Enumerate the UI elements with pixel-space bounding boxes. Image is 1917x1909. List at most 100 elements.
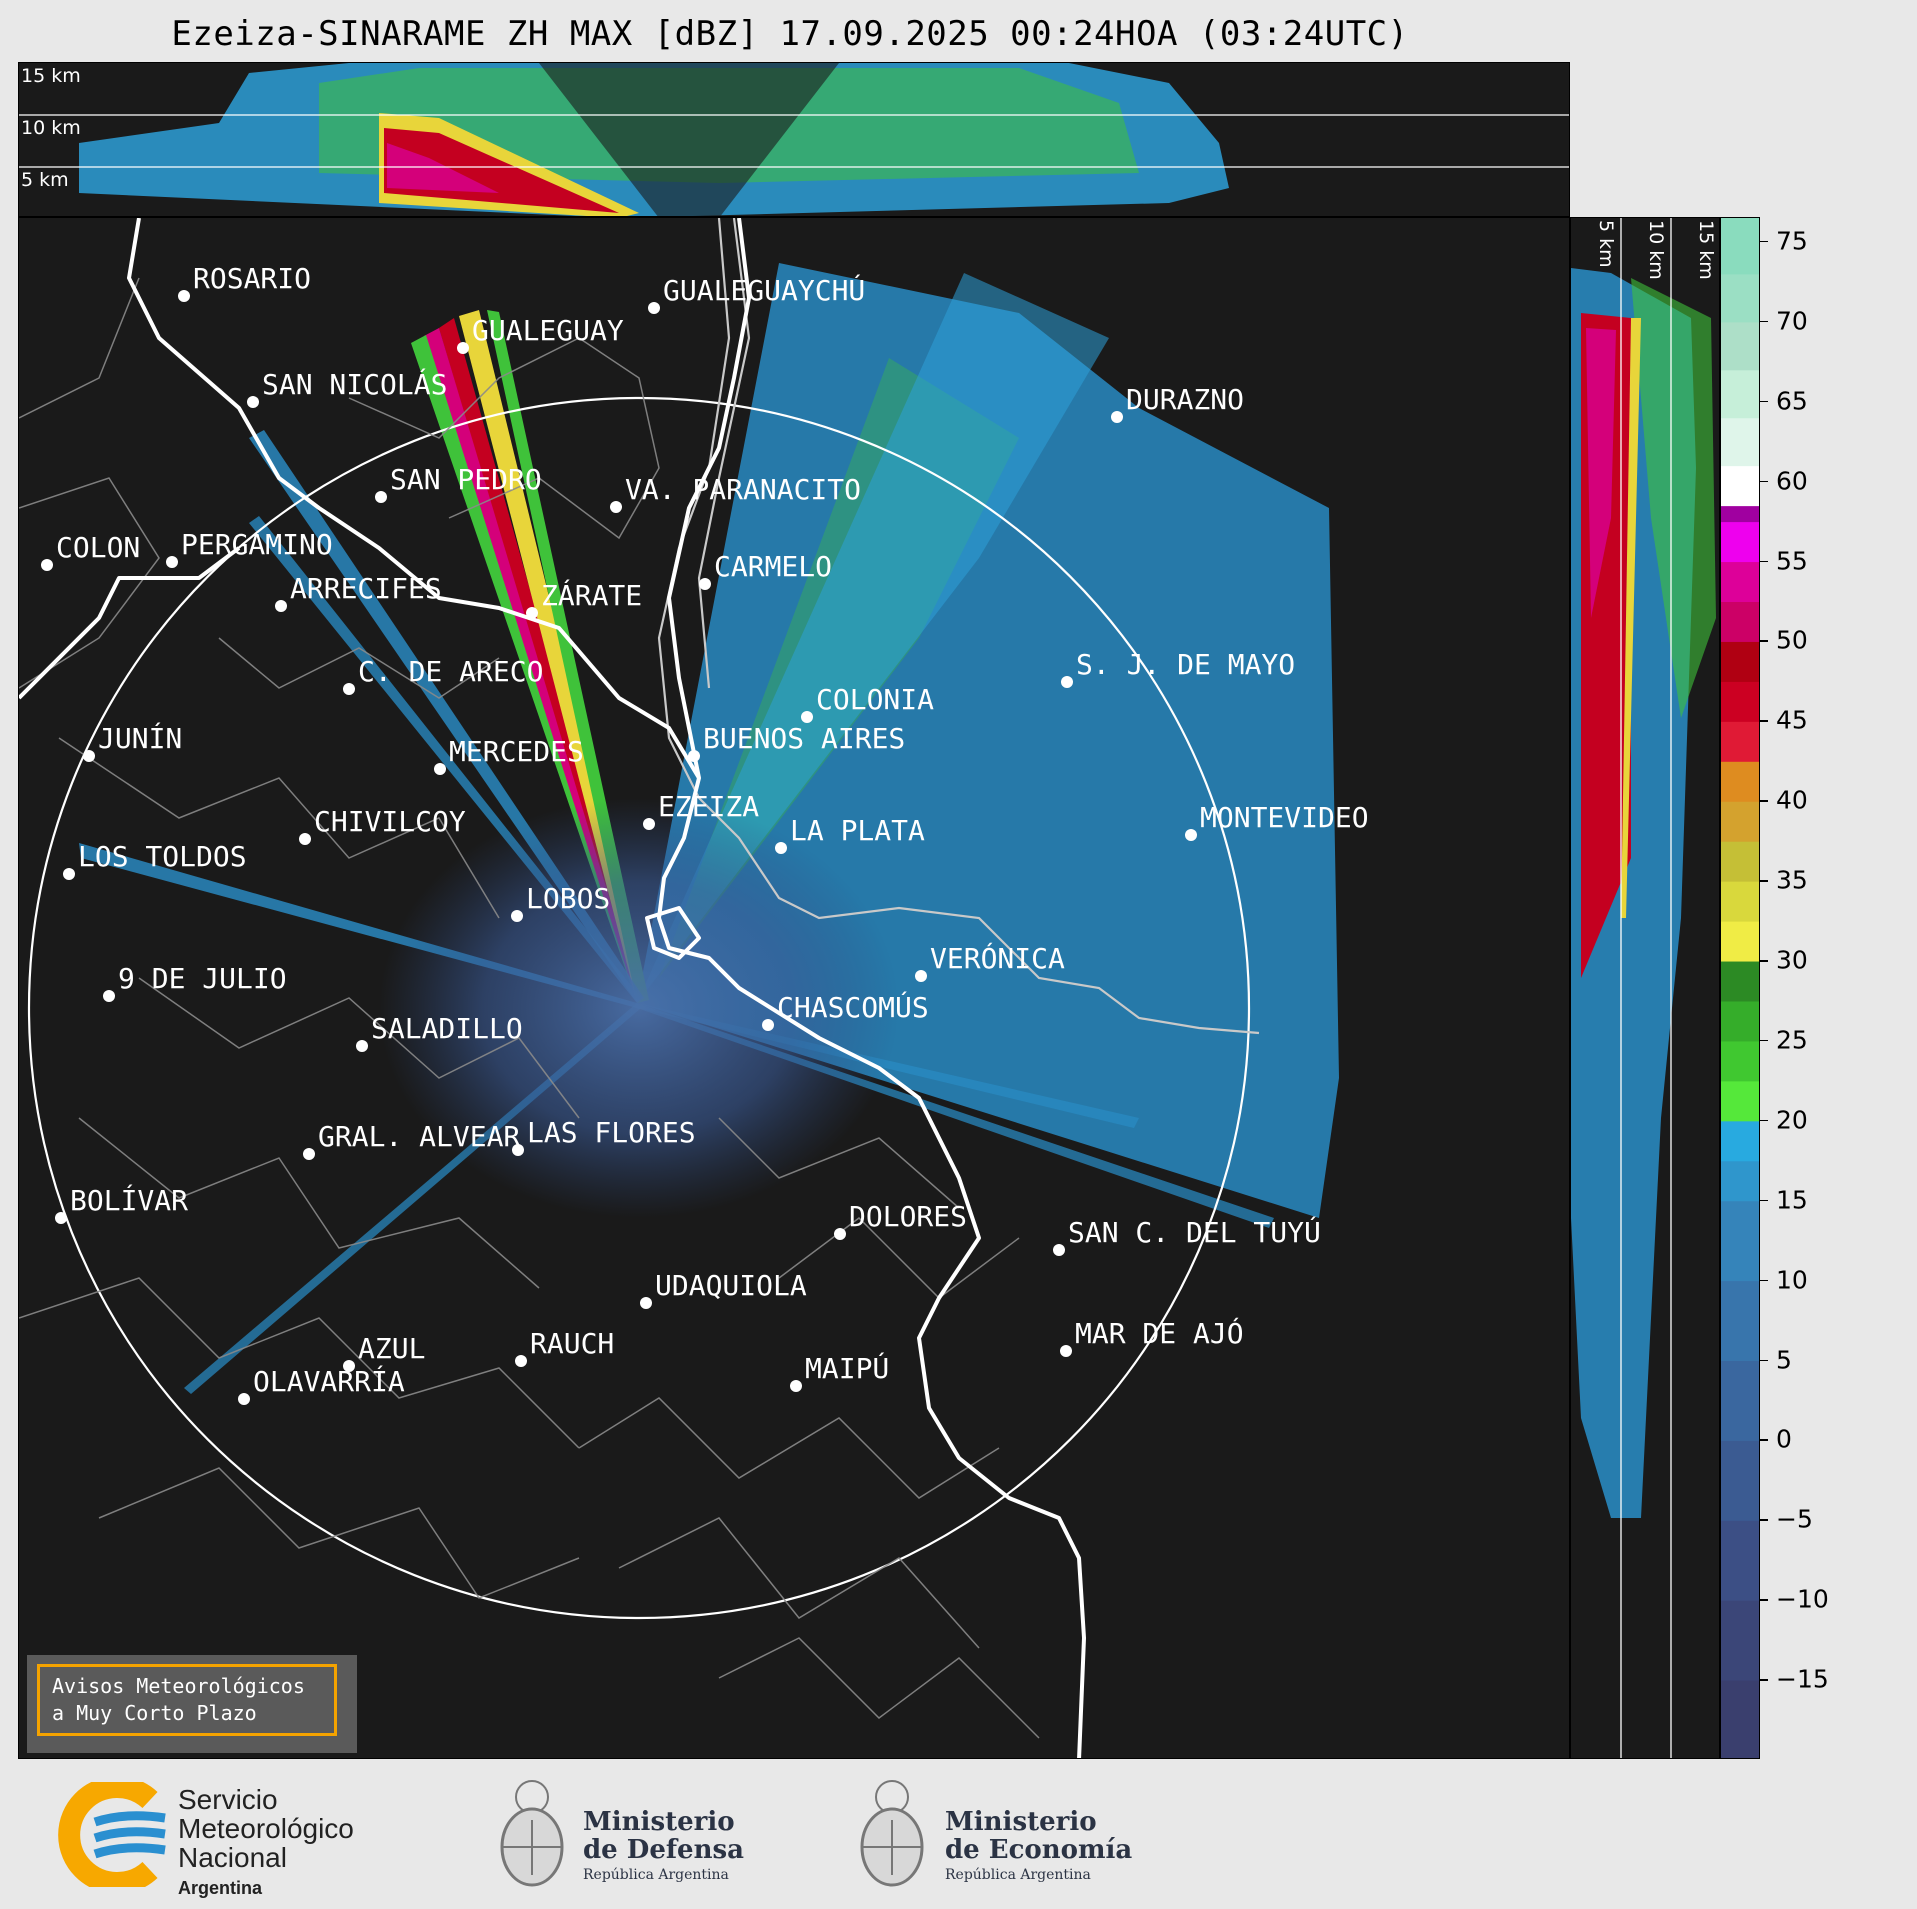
colorbar-segment (1721, 417, 1759, 467)
colorbar-tick-mark (1760, 1199, 1768, 1202)
economia-coat-of-arms-icon (860, 1780, 924, 1887)
economia-wordmark: Ministerio de Economía República Argenti… (945, 1808, 1132, 1883)
colorbar-tick-label: 60 (1776, 466, 1808, 496)
colorbar-segment (1721, 1120, 1759, 1162)
colorbar-segment (1721, 721, 1759, 762)
city-dot (775, 842, 787, 854)
colorbar-tick-label: 65 (1776, 386, 1808, 416)
right-cross-section-graphic (1571, 218, 1716, 1758)
city-label: PERGAMINO (181, 528, 333, 561)
defensa-wordmark: Ministerio de Defensa República Argentin… (583, 1808, 744, 1883)
city-dot (434, 763, 446, 775)
colorbar-tick-mark (1760, 1359, 1768, 1362)
city-label: S. J. DE MAYO (1076, 648, 1295, 681)
colorbar-tick-label: 70 (1776, 306, 1808, 336)
colorbar-segment (1721, 1200, 1759, 1282)
city-label: EZEIZA (658, 790, 759, 823)
defensa-line3: República Argentina (583, 1867, 729, 1883)
colorbar-tick-mark (1760, 1119, 1768, 1122)
top-5km-label: 5 km (21, 169, 69, 191)
defensa-line2: de Defensa (583, 1835, 744, 1865)
city-label: ARRECIFES (290, 572, 442, 605)
colorbar-segment (1721, 641, 1759, 682)
city-dot (299, 833, 311, 845)
colorbar-tick-label: 50 (1776, 625, 1808, 655)
city-label: UDAQUIOLA (655, 1269, 807, 1302)
colorbar-tick-mark (1760, 480, 1768, 483)
city-dot (103, 990, 115, 1002)
colorbar-segment (1721, 761, 1759, 802)
colorbar-tick-mark (1760, 240, 1768, 243)
defensa-coat-of-arms-icon (500, 1780, 564, 1887)
colorbar-tick-label: 20 (1776, 1105, 1808, 1135)
city-dot (238, 1393, 250, 1405)
city-dot (83, 750, 95, 762)
city-dot (610, 501, 622, 513)
colorbar-tick-label: −15 (1776, 1664, 1829, 1694)
city-label: ROSARIO (193, 262, 311, 295)
top-cross-section-graphic (19, 63, 1569, 216)
economia-line1: Ministerio (945, 1807, 1097, 1837)
city-label: BUENOS AIRES (703, 722, 905, 755)
colorbar-tick-mark (1760, 1679, 1768, 1681)
colorbar-segment (1721, 218, 1759, 275)
top-cross-section-panel: 15 km 10 km 5 km (18, 62, 1570, 217)
radar-map-panel: ROSARIO GUALEGUAYCHÚ GUALEGUAY SAN NICOLÁS D… (18, 217, 1570, 1759)
city-dot (511, 910, 523, 922)
colorbar-segment (1721, 1280, 1759, 1362)
city-dot (1060, 1345, 1072, 1357)
city-dot (247, 396, 259, 408)
colorbar-segment (1721, 961, 1759, 1002)
colorbar-segment (1721, 505, 1759, 523)
colorbar-segment (1721, 681, 1759, 722)
city-dot (640, 1297, 652, 1309)
defensa-line1: Ministerio (583, 1807, 735, 1837)
colorbar-tick-mark (1760, 560, 1768, 563)
colorbar-scale (1721, 218, 1759, 1758)
right-5km-label: 5 km (1595, 220, 1617, 268)
city-label: 9 DE JULIO (118, 962, 287, 995)
city-label: JUNÍN (98, 721, 182, 755)
radar-map-graphic: ROSARIO GUALEGUAYCHÚ GUALEGUAY SAN NICOLÁS D… (19, 218, 1369, 1758)
city-label: OLAVARRÍA (253, 1364, 405, 1398)
city-dot (834, 1228, 846, 1240)
city-label: LOS TOLDOS (78, 840, 247, 873)
smn-line1: Servicio (178, 1784, 278, 1815)
smn-line2: Meteorológico (178, 1813, 354, 1844)
colorbar-tick-label: −5 (1776, 1504, 1813, 1534)
colorbar-tick-mark (1760, 400, 1768, 403)
city-dot (303, 1148, 315, 1160)
city-label: COLON (56, 531, 140, 564)
colorbar-tick-mark (1760, 960, 1768, 962)
colorbar-tick-label: 15 (1776, 1185, 1808, 1215)
colorbar-tick-mark (1760, 1599, 1768, 1601)
city-label: CARMELO (714, 550, 832, 583)
city-label: BOLÍVAR (70, 1183, 188, 1217)
smn-logo-icon (58, 1782, 166, 1887)
colorbar-tick-label: 45 (1776, 705, 1808, 735)
city-dot (699, 578, 711, 590)
city-label: LOBOS (526, 882, 610, 915)
city-dot (1185, 829, 1197, 841)
city-dot (166, 556, 178, 568)
city-dot (275, 600, 287, 612)
top-10km-label: 10 km (21, 117, 81, 139)
city-dot (1061, 676, 1073, 688)
colorbar-segment (1721, 1000, 1759, 1042)
city-label: GRAL. ALVEAR (318, 1120, 520, 1153)
city-label: SAN NICOLÁS (262, 367, 447, 401)
colorbar-tick-mark (1760, 640, 1768, 642)
city-label: MONTEVIDEO (1200, 801, 1369, 834)
economia-line3: República Argentina (945, 1867, 1091, 1883)
colorbar-tick-label: 10 (1776, 1265, 1808, 1295)
colorbar-segment (1721, 561, 1759, 603)
city-dot (55, 1212, 67, 1224)
city-dot (1111, 411, 1123, 423)
colorbar-tick-mark (1760, 1519, 1768, 1521)
city-dot (356, 1040, 368, 1052)
colorbar-tick-label: 0 (1776, 1424, 1792, 1454)
colorbar-segment (1721, 1600, 1759, 1681)
colorbar-tick-mark (1760, 1279, 1768, 1282)
smn-line3: Nacional (178, 1842, 287, 1873)
colorbar-segment (1721, 1520, 1759, 1601)
